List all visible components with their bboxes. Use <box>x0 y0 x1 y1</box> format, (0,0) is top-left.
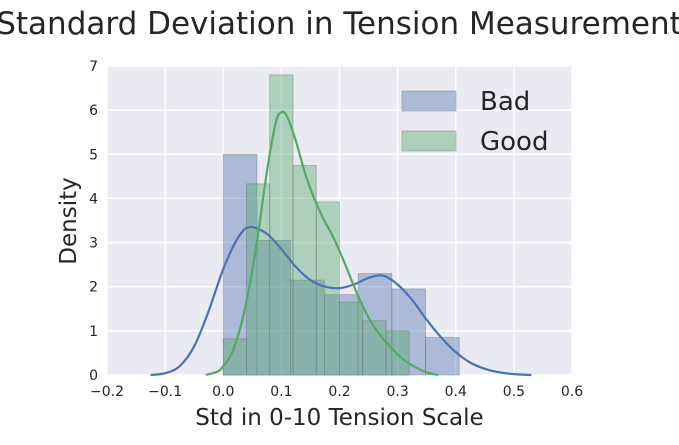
histogram-bar-bad <box>357 273 393 376</box>
histogram-bar-bad <box>323 294 359 376</box>
histogram-bar-bad <box>391 288 426 376</box>
legend: Bad Good <box>401 87 548 157</box>
x-tick-label: 0.6 <box>561 384 583 400</box>
y-tick-label: 1 <box>89 324 98 340</box>
histogram-bar-good <box>339 301 364 376</box>
histogram-bars <box>222 74 460 376</box>
y-tick-label: 7 <box>89 59 98 75</box>
y-axis-label: Density <box>56 177 82 264</box>
y-tick-label: 4 <box>89 191 98 207</box>
legend-swatch-good <box>401 130 457 152</box>
histogram-bar-good <box>269 74 294 376</box>
histogram-bar-bad <box>222 153 258 376</box>
x-tick-label: 0.5 <box>503 384 525 400</box>
x-tick-label: −0.1 <box>148 384 182 400</box>
histogram-bar-good <box>222 338 247 376</box>
legend-label-good: Good <box>480 127 548 157</box>
y-tick-label: 5 <box>89 147 98 163</box>
chart-title: Standard Deviation in Tension Measuremen… <box>0 6 679 42</box>
grid-lines <box>106 65 573 376</box>
x-tick-label: 0.3 <box>386 384 408 400</box>
x-tick-label: 0.4 <box>445 384 467 400</box>
y-tick-label: 6 <box>89 103 98 119</box>
x-tick-label: 0.0 <box>212 384 234 400</box>
histogram-bar-bad <box>425 337 460 376</box>
y-tick-label: 0 <box>89 368 98 384</box>
kde-line-bad <box>150 225 532 377</box>
x-tick-label: 0.1 <box>270 384 292 400</box>
x-tick-label: −0.2 <box>90 384 124 400</box>
histogram-bar-bad <box>290 279 325 376</box>
tick-labels: −0.2 −0.1 0.0 0.1 0.2 0.3 0.4 0.5 0.6 0 1 2 3 4 5 6 7 <box>89 59 583 400</box>
kde-line-good <box>205 110 439 377</box>
kde-curves <box>150 110 532 377</box>
histogram-bar-good <box>292 164 317 376</box>
legend-swatch-bad <box>401 90 457 112</box>
y-tick-label: 2 <box>89 280 98 296</box>
x-axis-label: Std in 0-10 Tension Scale <box>195 405 483 431</box>
y-tick-label: 3 <box>89 236 98 252</box>
legend-label-bad: Bad <box>480 87 530 117</box>
x-tick-label: 0.2 <box>328 384 350 400</box>
histogram-bar-bad <box>256 239 292 376</box>
